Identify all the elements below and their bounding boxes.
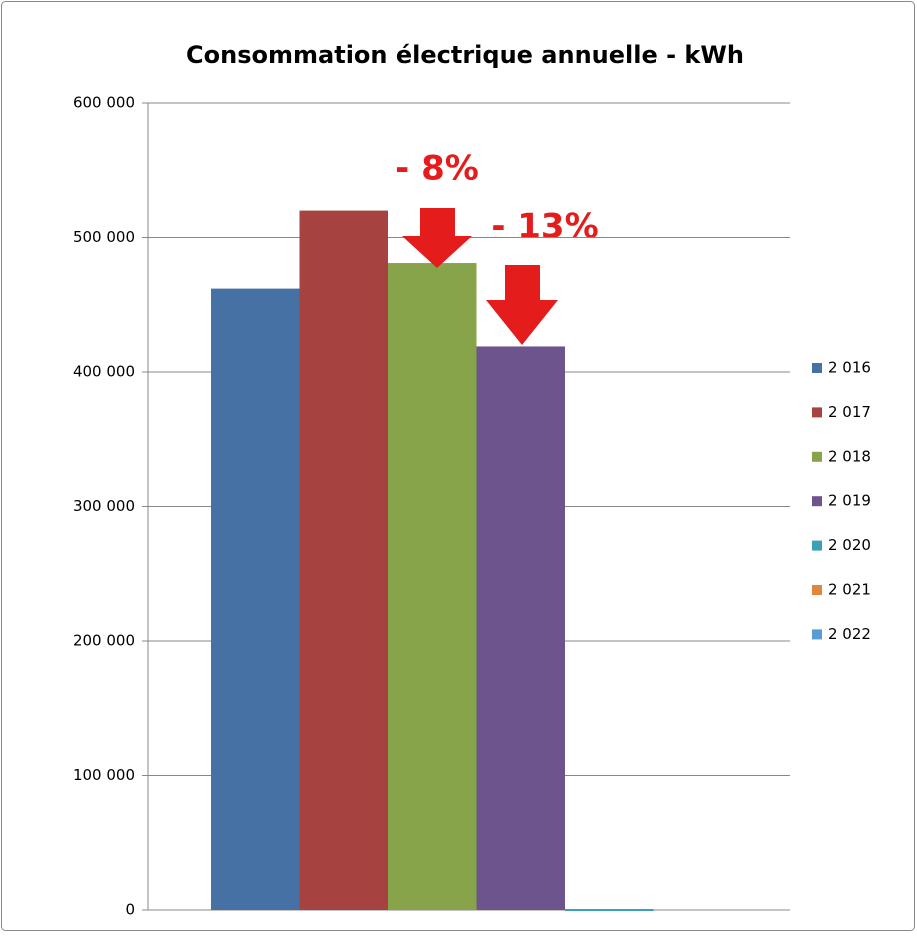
legend-label: 2 017 (828, 403, 871, 421)
y-tick-label: 300 000 (73, 497, 135, 515)
legend-label: 2 019 (828, 492, 871, 510)
bar (565, 909, 654, 911)
y-tick-label: 400 000 (73, 363, 135, 381)
plot: 0 100 000 200 000 300 000 400 000 500 000 600 … (73, 94, 871, 919)
bar (388, 263, 477, 910)
annotation: - 8% (395, 149, 479, 189)
legend-label: 2 016 (828, 359, 871, 377)
arrow (402, 208, 472, 268)
y-tick-label: 200 000 (73, 632, 135, 650)
y-tick-label: 500 000 (73, 228, 135, 246)
arrow (486, 265, 558, 345)
legend-swatch (812, 496, 822, 507)
legend-swatch (812, 407, 822, 418)
legend-label: 2 018 (828, 447, 871, 465)
legend-swatch (812, 451, 822, 462)
legend-swatch (812, 363, 822, 373)
bar (211, 288, 300, 910)
legend-swatch (812, 629, 822, 640)
y-tick-label: 600 000 (73, 94, 135, 112)
legend-swatch (812, 540, 822, 551)
bar (299, 210, 388, 911)
y-tick-label: 0 (125, 901, 135, 919)
chart-title: Consommation électrique annuelle - kWh (186, 41, 744, 69)
y-tick-label: 100 000 (73, 766, 135, 784)
legend-label: 2 022 (828, 625, 871, 643)
annotation: - 13% (491, 207, 598, 247)
bar (476, 346, 565, 910)
legend-label: 2 020 (828, 536, 871, 554)
legend-swatch (812, 585, 822, 595)
legend-label: 2 021 (828, 581, 871, 599)
